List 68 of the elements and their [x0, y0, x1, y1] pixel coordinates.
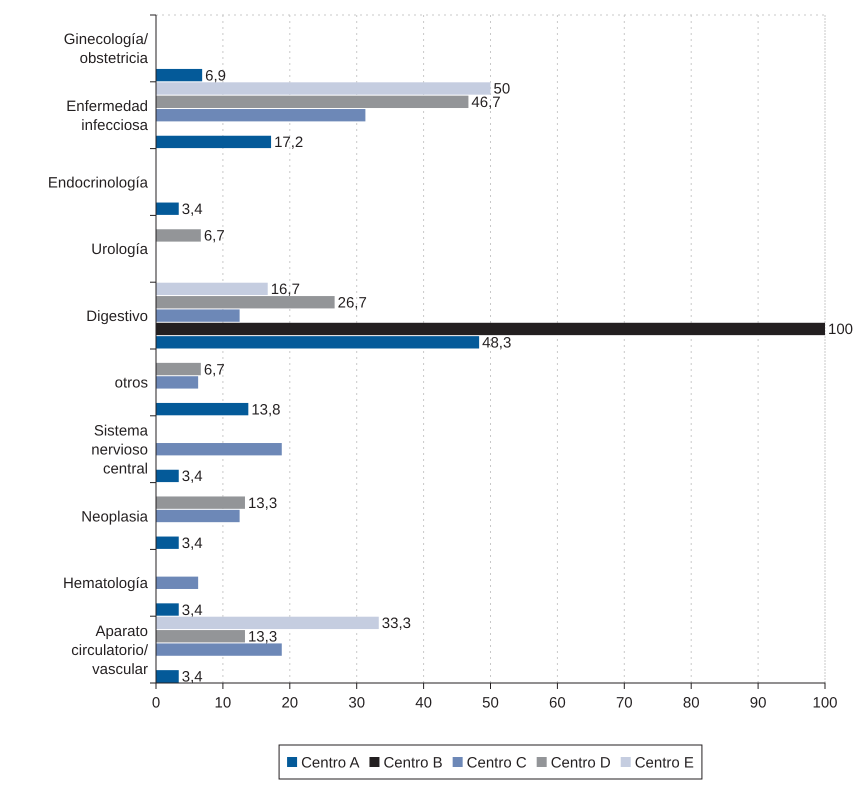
data-label: 100	[828, 321, 854, 338]
bar	[156, 603, 179, 616]
x-tick-label: 70	[616, 694, 633, 712]
data-label: 3,4	[182, 200, 203, 218]
data-label: 16,7	[270, 281, 300, 298]
x-tick-label: 40	[415, 694, 432, 712]
x-tick-label: 100	[812, 694, 838, 712]
bar	[156, 136, 272, 148]
data-label: 33,3	[382, 615, 411, 632]
bar	[156, 616, 379, 630]
bar	[156, 229, 201, 242]
bar	[156, 376, 198, 389]
legend-label: Centro E	[634, 754, 694, 772]
data-label: 6,9	[205, 67, 226, 84]
y-tick-label: Endocrinología	[48, 174, 149, 192]
legend-label: Centro C	[466, 754, 527, 772]
data-label: 6,7	[204, 228, 225, 245]
x-tick-label: 90	[750, 694, 766, 712]
y-tick-label: Digestivo	[86, 308, 148, 325]
bar	[156, 443, 282, 456]
bar	[156, 362, 201, 376]
x-tick-label: 30	[348, 694, 366, 712]
bar	[156, 68, 202, 82]
data-label: 3,4	[182, 468, 203, 486]
bar	[156, 96, 468, 108]
y-tick-label: otros	[114, 374, 148, 392]
y-tick-label: Enfermedad infecciosa	[66, 98, 149, 134]
bar	[156, 109, 366, 122]
bar	[156, 282, 268, 296]
data-label: 3,4	[182, 668, 203, 686]
data-label: 3,4	[182, 534, 203, 552]
bar	[156, 470, 179, 482]
data-label: 26,7	[338, 294, 367, 312]
legend-label: Centro B	[383, 754, 443, 772]
bar	[156, 402, 248, 416]
bar	[156, 536, 179, 549]
legend-label: Centro D	[550, 754, 611, 772]
y-tick-label: Sistema nervioso central	[91, 422, 149, 478]
bar	[156, 202, 179, 215]
data-label: 17,2	[274, 134, 304, 152]
bar	[156, 82, 490, 95]
bar	[156, 496, 245, 509]
bar	[156, 510, 240, 522]
data-label: 48,3	[482, 334, 512, 352]
y-tick-label: Hematología	[62, 575, 149, 592]
x-tick-label: 0	[152, 694, 160, 712]
bar	[156, 670, 179, 682]
bar	[156, 576, 198, 589]
x-tick-label: 80	[682, 694, 700, 712]
x-tick-label: 60	[549, 694, 566, 712]
x-tick-label: 20	[281, 694, 298, 712]
x-tick-label: 50	[482, 694, 499, 712]
y-tick-label: Ginecología/ obstetricia	[64, 31, 149, 68]
bar	[156, 309, 240, 322]
bar	[156, 296, 335, 308]
y-tick-label: Aparato circulatorio/ vascular	[71, 622, 149, 678]
data-label: 6,7	[204, 361, 225, 378]
data-label: 13,3	[248, 628, 278, 646]
y-tick-label: Neoplasia	[81, 508, 149, 526]
legend-label: Centro A	[301, 754, 360, 772]
x-tick-label: 10	[214, 694, 232, 712]
data-label: 3,4	[182, 602, 203, 619]
bar	[156, 643, 282, 656]
y-tick-label: Urología	[91, 241, 149, 258]
data-label: 13,3	[248, 494, 278, 512]
bar	[156, 336, 480, 348]
data-label: 13,8	[251, 401, 281, 418]
bar	[156, 630, 245, 642]
